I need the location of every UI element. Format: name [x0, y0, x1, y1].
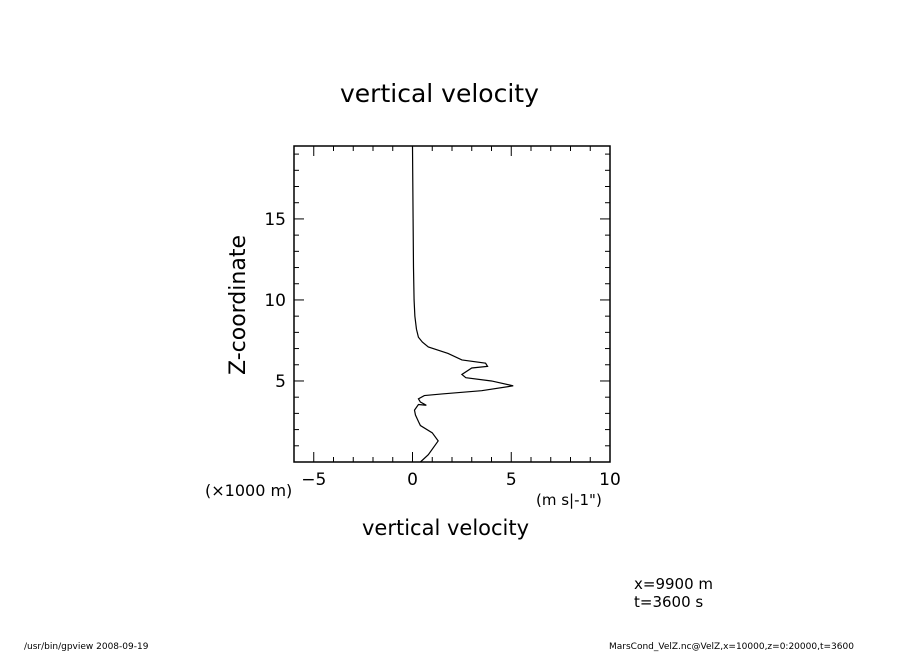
y-axis-label: Z-coordinate: [226, 235, 251, 375]
x-position-info: x=9900 m: [634, 575, 713, 593]
footer-source: MarsCond_VelZ.nc@VelZ,x=10000,z=0:20000,…: [609, 642, 854, 652]
y-tick-label: 15: [264, 210, 286, 230]
time-info: t=3600 s: [634, 593, 704, 611]
plot-frame: [293, 145, 611, 463]
x-tick-label: 0: [407, 470, 418, 490]
x-tick-label: 5: [506, 470, 517, 490]
footer-program: /usr/bin/gpview 2008-09-19: [24, 642, 149, 652]
y-tick-label: 5: [275, 372, 286, 392]
major-ticks: [294, 146, 611, 462]
minor-ticks: [293, 146, 610, 462]
chart-title: vertical velocity: [340, 79, 539, 108]
y-tick-label: 10: [264, 291, 286, 311]
y-axis-unit: (×1000 m): [205, 481, 293, 500]
x-tick-label: 10: [599, 470, 621, 490]
x-tick-label: −5: [301, 470, 326, 490]
x-axis-unit: (m s|-1"): [536, 491, 602, 509]
series-line: [411, 145, 514, 463]
tick-labels: −5 0 5 10 5 10 15: [264, 210, 620, 490]
x-axis-label: vertical velocity: [362, 516, 530, 540]
